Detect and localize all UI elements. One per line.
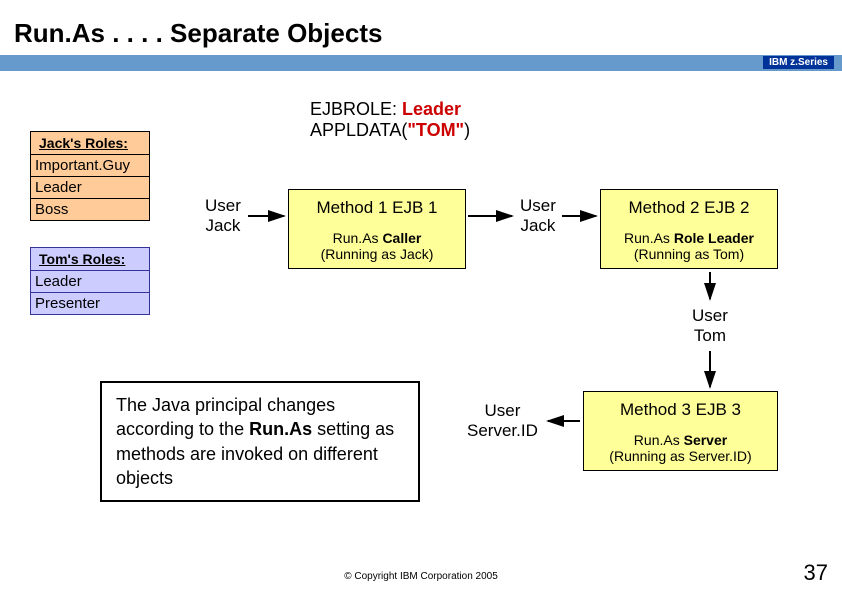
- ejb1-runas: Run.As Caller (Running as Jack): [289, 228, 465, 268]
- ejb2-runas-label: Run.As: [624, 230, 674, 246]
- jack-role-1: Leader: [30, 176, 150, 199]
- ejb1-runas-label: Run.As: [333, 230, 383, 246]
- ejbrole-value2: "TOM": [407, 120, 464, 140]
- jack-role-2: Boss: [30, 198, 150, 221]
- user-jack-label-2: User Jack: [520, 196, 556, 236]
- tom-role-1: Presenter: [30, 292, 150, 315]
- ejb2-running: (Running as Tom): [634, 246, 744, 262]
- ejb2-method: Method 2 EJB 2: [601, 190, 777, 228]
- ejb2-runas: Run.As Role Leader (Running as Tom): [601, 228, 777, 268]
- ejb2-runas-value: Role Leader: [674, 230, 754, 246]
- copyright-text: © Copyright IBM Corporation 2005: [0, 571, 842, 582]
- ejb3-runas-label: Run.As: [634, 432, 684, 448]
- ejbrole-close: ): [464, 120, 470, 140]
- title-bar: IBM z.Series: [0, 55, 842, 71]
- brand-label: IBM z.Series: [763, 56, 834, 69]
- ejbrole-value1: Leader: [402, 99, 461, 119]
- ejb3-runas: Run.As Server (Running as Server.ID): [584, 430, 777, 470]
- slide-title: Run.As . . . . Separate Objects: [0, 0, 842, 55]
- note-box: The Java principal changes according to …: [100, 381, 420, 502]
- jack-roles-group: Jack's Roles: Important.Guy Leader Boss: [30, 131, 150, 221]
- note-bold: Run.As: [249, 419, 312, 439]
- ejb1-method: Method 1 EJB 1: [289, 190, 465, 228]
- ejb1-running: (Running as Jack): [321, 246, 434, 262]
- user-jack-label-1: User Jack: [205, 196, 241, 236]
- ejb3-runas-value: Server: [684, 432, 728, 448]
- user-serverid-label: User Server.ID: [467, 401, 538, 441]
- ejbrole-label1: EJBROLE:: [310, 99, 402, 119]
- jack-role-0: Important.Guy: [30, 154, 150, 177]
- jack-roles-header: Jack's Roles:: [30, 131, 150, 155]
- tom-roles-group: Tom's Roles: Leader Presenter: [30, 247, 150, 315]
- ejb-box-2: Method 2 EJB 2 Run.As Role Leader (Runni…: [600, 189, 778, 269]
- ejb3-running: (Running as Server.ID): [609, 448, 751, 464]
- ejbrole-text: EJBROLE: Leader APPLDATA("TOM"): [310, 99, 470, 141]
- ejbrole-label2: APPLDATA(: [310, 120, 407, 140]
- page-number: 37: [804, 560, 828, 586]
- ejb-box-1: Method 1 EJB 1 Run.As Caller (Running as…: [288, 189, 466, 269]
- ejb-box-3: Method 3 EJB 3 Run.As Server (Running as…: [583, 391, 778, 471]
- tom-role-0: Leader: [30, 270, 150, 293]
- ejb1-runas-value: Caller: [382, 230, 421, 246]
- ejb3-method: Method 3 EJB 3: [584, 392, 777, 430]
- diagram-content: EJBROLE: Leader APPLDATA("TOM") Jack's R…: [0, 71, 842, 551]
- user-tom-label: User Tom: [692, 306, 728, 346]
- tom-roles-header: Tom's Roles:: [30, 247, 150, 271]
